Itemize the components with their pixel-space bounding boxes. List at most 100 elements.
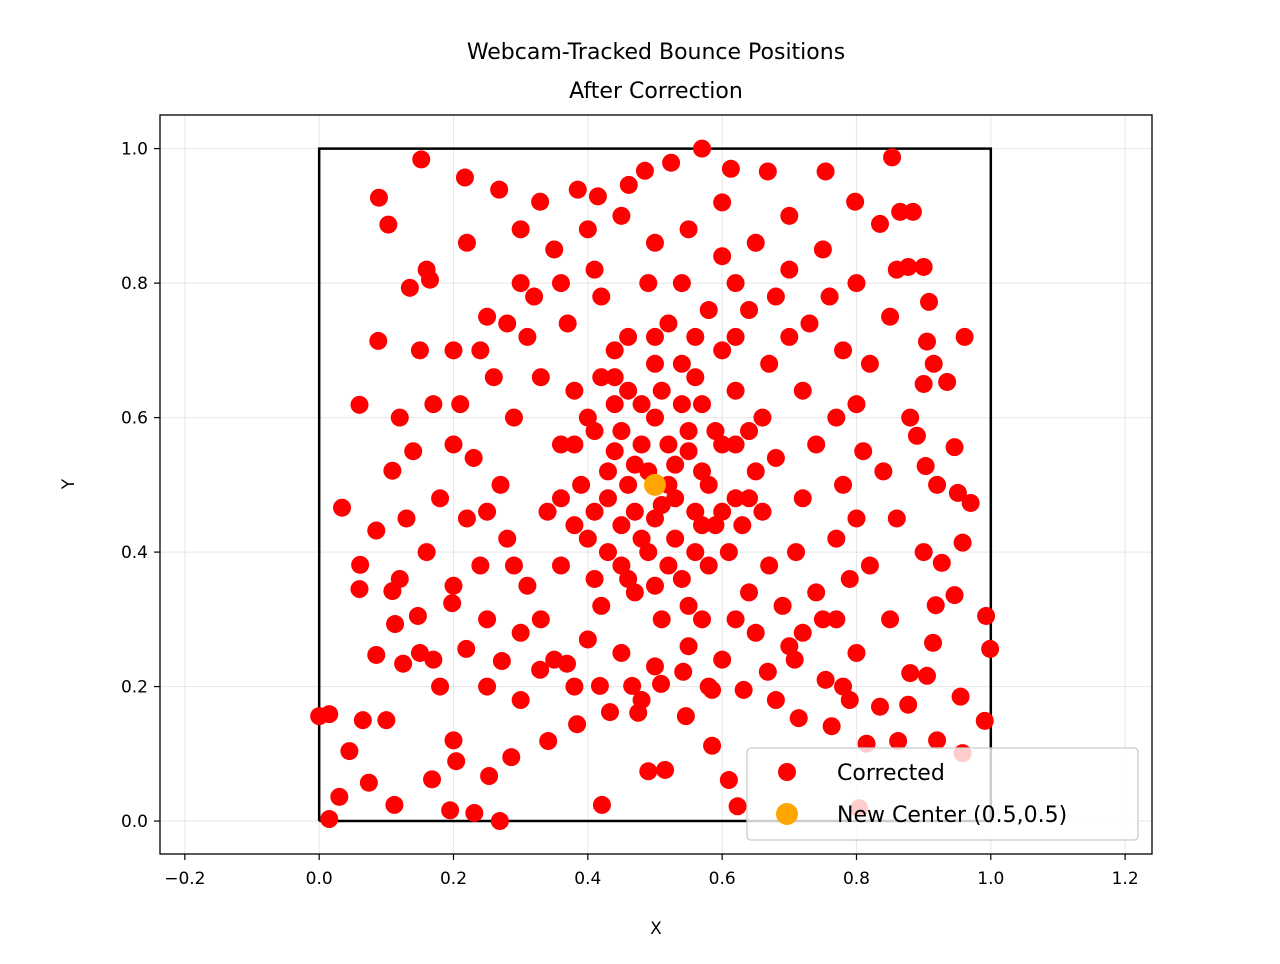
corrected-point [847, 274, 866, 293]
corrected-point [464, 448, 483, 467]
corrected-point [679, 596, 698, 615]
plot-area [310, 139, 1000, 831]
corrected-point [907, 426, 926, 445]
corrected-point [652, 496, 671, 515]
corrected-point [397, 509, 416, 528]
corrected-point [457, 639, 476, 658]
corrected-point [478, 502, 497, 521]
corrected-point [623, 676, 642, 695]
corrected-point [379, 215, 398, 234]
corrected-point [490, 180, 509, 199]
corrected-point [417, 543, 436, 562]
corrected-point [551, 274, 570, 293]
legend-marker-corrected [778, 763, 796, 781]
corrected-point [625, 502, 644, 521]
corrected-point [793, 381, 812, 400]
corrected-point [471, 341, 490, 360]
corrected-point [551, 435, 570, 454]
corrected-point [619, 381, 638, 400]
corrected-point [400, 278, 419, 297]
y-tick-label: 0.6 [121, 409, 148, 429]
x-tick-label: 0.2 [440, 869, 467, 889]
corrected-point [760, 354, 779, 373]
corrected-point [612, 516, 631, 535]
x-tick-label: 0.8 [843, 869, 870, 889]
corrected-point [746, 233, 765, 252]
corrected-point [394, 654, 413, 673]
corrected-point [639, 274, 658, 293]
corrected-point [351, 555, 370, 574]
corrected-point [945, 438, 964, 457]
corrected-point [424, 650, 443, 669]
corrected-point [948, 483, 967, 502]
corrected-point [410, 643, 429, 662]
corrected-point [834, 475, 853, 494]
corrected-point [652, 610, 671, 629]
corrected-point [686, 368, 705, 387]
corrected-point [443, 594, 462, 613]
corrected-point [713, 341, 732, 360]
corrected-point [478, 307, 497, 326]
corrected-point [847, 395, 866, 414]
corrected-point [588, 187, 607, 206]
corrected-point [565, 435, 584, 454]
corrected-point [447, 752, 466, 771]
corrected-point [686, 502, 705, 521]
corrected-point [498, 529, 517, 548]
corrected-point [916, 457, 935, 476]
corrected-point [903, 202, 922, 221]
corrected-point [699, 556, 718, 575]
corrected-point [977, 606, 996, 625]
corrected-point [938, 372, 957, 391]
corrected-point [444, 341, 463, 360]
corrected-point [740, 583, 759, 602]
corrected-point [713, 435, 732, 454]
corrected-point [870, 214, 889, 233]
corrected-point [920, 292, 939, 311]
corrected-point [525, 287, 544, 306]
corrected-point [490, 812, 509, 831]
corrected-point [565, 381, 584, 400]
corrected-point [834, 341, 853, 360]
corrected-point [926, 596, 945, 615]
corrected-point [578, 408, 597, 427]
corrected-point [551, 489, 570, 508]
y-tick-label: 0.0 [121, 812, 148, 832]
corrected-point [386, 615, 405, 634]
corrected-point [431, 489, 450, 508]
corrected-point [746, 623, 765, 642]
corrected-point [390, 569, 409, 588]
corrected-point [632, 691, 651, 710]
legend-marker-center [776, 803, 798, 825]
corrected-point [870, 697, 889, 716]
corrected-point [914, 543, 933, 562]
corrected-point [891, 202, 910, 221]
corrected-point [484, 368, 503, 387]
corrected-point [350, 395, 369, 414]
corrected-point [953, 533, 972, 552]
corrected-point [619, 327, 638, 346]
corrected-point [612, 206, 631, 225]
corrected-point [645, 576, 664, 595]
corrected-point [659, 556, 678, 575]
corrected-point [887, 509, 906, 528]
corrected-point [645, 327, 664, 346]
corrected-point [676, 707, 695, 726]
corrected-point [686, 327, 705, 346]
title-line-2: After Correction [569, 79, 743, 104]
corrected-point [592, 795, 611, 814]
corrected-point [531, 610, 550, 629]
corrected-point [928, 731, 947, 750]
corrected-point [847, 643, 866, 662]
corrected-point [333, 498, 352, 517]
corrected-point [359, 773, 378, 792]
corrected-point [625, 583, 644, 602]
corrected-point [901, 408, 920, 427]
corrected-point [444, 731, 463, 750]
corrected-point [699, 475, 718, 494]
corrected-point [955, 327, 974, 346]
corrected-point [834, 677, 853, 696]
corrected-point [538, 502, 557, 521]
corrected-point [645, 657, 664, 676]
corrected-point [367, 521, 386, 540]
